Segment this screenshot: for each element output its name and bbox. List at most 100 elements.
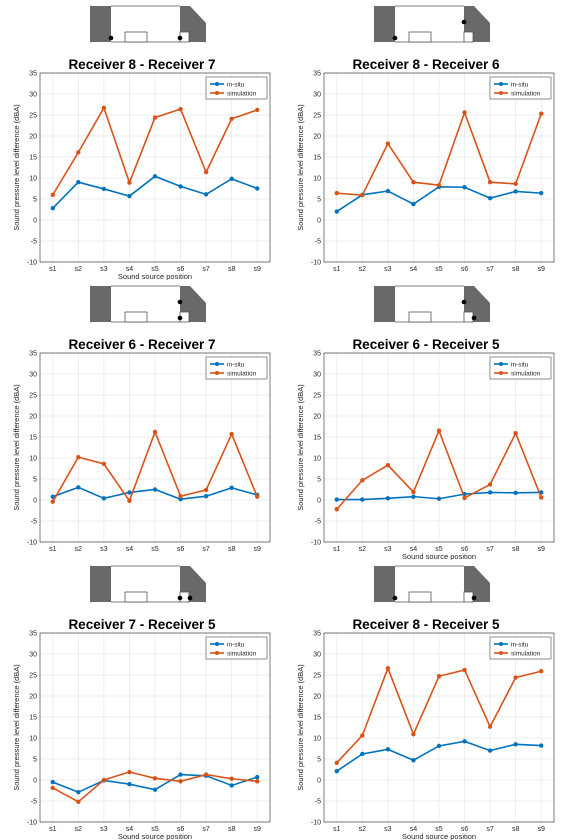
receiver-marker [392,595,398,601]
floorplan-table [408,31,432,43]
data-point-simulation [334,507,339,512]
legend-label: simulation [227,370,257,377]
y-tick-label: 25 [313,393,321,400]
floorplan-wall-left [374,566,395,602]
data-point-in-situ [76,789,81,795]
data-point-in-situ [539,743,544,748]
y-tick-label: 10 [313,176,321,183]
y-tick-label: 25 [29,393,37,400]
data-point-in-situ [360,497,365,502]
floorplan-wall-left [90,286,111,322]
receiver-marker [471,315,477,321]
y-axis-label: Sound pressure level difference (dBA) [12,664,21,791]
legend-marker [499,82,503,86]
receiver-marker [461,19,467,25]
data-point-simulation [462,110,467,115]
data-point-in-situ [255,774,260,780]
chart-svg: Receiver 6 - Receiver 7 -10 -5 0 5 10 15 20 25 30… [12,285,271,553]
floorplan-table [408,311,432,323]
x-tick-label: s6 [461,266,469,273]
data-point-in-situ [76,485,81,490]
data-point-in-situ [411,494,416,499]
x-tick-label: s8 [228,546,236,553]
y-tick-label: 15 [29,435,37,442]
y-tick-label: 0 [317,218,321,225]
chart-title: Receiver 8 - Receiver 6 [352,57,500,72]
y-tick-label: 35 [313,351,321,358]
x-tick-label: s1 [49,826,57,833]
x-tick-label: s9 [254,826,262,833]
data-point-simulation [360,478,365,483]
data-point-in-situ [50,494,55,499]
data-point-in-situ [411,758,416,763]
data-point-in-situ [436,496,442,501]
x-tick-label: s2 [359,266,367,273]
data-point-simulation [255,779,260,784]
x-tick-label: s2 [75,266,83,273]
receiver-marker [177,595,183,601]
y-tick-label: 15 [313,715,321,722]
data-point-in-situ [385,747,391,752]
floorplan-icon [90,285,206,323]
y-tick-label: 20 [313,694,321,701]
y-axis-label: Sound pressure level difference (dBA) [296,384,305,511]
y-tick-label: 35 [29,351,37,358]
data-point-simulation [436,182,442,188]
data-point-simulation [487,724,493,729]
x-tick-label: s4 [126,266,134,273]
chart-panel: Receiver 6 - Receiver 5 -10 -5 0 5 10 15 20 25 30… [284,280,568,560]
y-tick-label: -5 [315,519,321,526]
chart-title: Receiver 6 - Receiver 7 [68,337,215,352]
x-tick-label: s8 [228,266,236,273]
y-tick-label: 30 [313,92,321,99]
legend-marker [499,371,503,375]
data-point-simulation [334,190,339,196]
floorplan-icon [374,285,490,323]
legend-label: simulation [227,90,257,97]
data-point-in-situ [411,201,416,207]
y-tick-label: 30 [29,92,37,99]
y-tick-label: -10 [27,820,37,827]
x-tick-label: s6 [177,266,185,273]
floorplan-icon [374,565,490,603]
chart-panel: Receiver 8 - Receiver 5 -10 -5 0 5 10 15 20 25 30… [284,560,568,840]
data-point-simulation [203,169,209,175]
data-point-simulation [178,494,183,499]
data-point-simulation [76,799,81,805]
legend-marker [499,642,503,646]
data-point-simulation [203,772,209,777]
x-tick-label: s5 [151,826,159,833]
y-tick-label: 0 [33,498,37,505]
data-point-in-situ [178,184,183,189]
data-point-simulation [539,495,544,500]
data-point-in-situ [255,186,260,191]
y-axis-label: Sound pressure level difference (dBA) [296,664,305,791]
data-point-in-situ [101,496,107,501]
data-point-simulation [255,107,260,113]
y-axis-label: Sound pressure level difference (dBA) [12,384,21,511]
legend-marker [499,91,503,95]
data-point-in-situ [229,783,234,788]
legend-marker [499,651,503,655]
legend-label: in-situ [511,81,529,88]
x-tick-label: s7 [486,266,494,273]
x-tick-label: s6 [461,826,469,833]
plot-frame [323,352,555,543]
x-tick-label: s2 [75,546,83,553]
data-point-in-situ [127,490,132,495]
legend-marker [215,651,219,655]
legend-label: in-situ [511,361,529,368]
x-tick-label: s6 [177,546,185,553]
data-point-simulation [101,461,107,467]
data-point-in-situ [152,174,158,179]
x-tick-label: s3 [100,266,108,273]
x-tick-label: s8 [512,826,520,833]
data-point-simulation [101,777,107,783]
floorplan-wall-left [90,6,111,42]
y-tick-label: 10 [29,736,37,743]
x-tick-label: s4 [126,546,134,553]
data-point-simulation [360,193,365,198]
y-tick-label: 25 [29,673,37,680]
y-tick-label: 0 [317,778,321,785]
legend-label: simulation [511,90,541,97]
